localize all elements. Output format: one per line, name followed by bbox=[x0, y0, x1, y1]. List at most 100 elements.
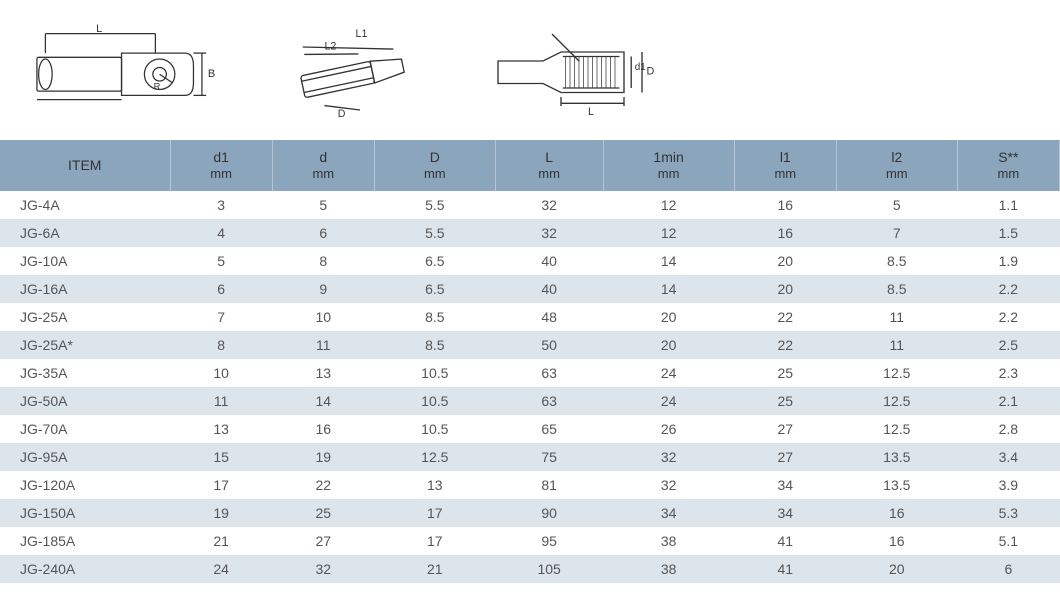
value-cell: 8.5 bbox=[374, 331, 495, 359]
value-cell: 5.5 bbox=[374, 219, 495, 247]
svg-text:D: D bbox=[338, 108, 346, 120]
value-cell: 5.3 bbox=[957, 499, 1059, 527]
value-cell: 12 bbox=[603, 219, 734, 247]
value-cell: 40 bbox=[495, 275, 603, 303]
value-cell: 2.3 bbox=[957, 359, 1059, 387]
value-cell: 11 bbox=[836, 303, 957, 331]
column-header-l1: l1mm bbox=[734, 140, 836, 191]
value-cell: 17 bbox=[170, 471, 272, 499]
value-cell: 13 bbox=[272, 359, 374, 387]
header-label: L bbox=[500, 148, 599, 166]
value-cell: 16 bbox=[836, 499, 957, 527]
value-cell: 5.5 bbox=[374, 191, 495, 219]
value-cell: 22 bbox=[734, 303, 836, 331]
value-cell: 95 bbox=[495, 527, 603, 555]
value-cell: 75 bbox=[495, 443, 603, 471]
value-cell: 27 bbox=[734, 443, 836, 471]
item-cell: JG-25A* bbox=[0, 331, 170, 359]
value-cell: 6.5 bbox=[374, 275, 495, 303]
value-cell: 14 bbox=[603, 275, 734, 303]
value-cell: 9 bbox=[272, 275, 374, 303]
value-cell: 24 bbox=[603, 359, 734, 387]
value-cell: 2.5 bbox=[957, 331, 1059, 359]
value-cell: 5.1 bbox=[957, 527, 1059, 555]
header-unit: mm bbox=[608, 166, 730, 183]
value-cell: 11 bbox=[170, 387, 272, 415]
value-cell: 10 bbox=[170, 359, 272, 387]
value-cell: 8.5 bbox=[374, 303, 495, 331]
item-cell: JG-6A bbox=[0, 219, 170, 247]
value-cell: 14 bbox=[603, 247, 734, 275]
svg-text:L: L bbox=[96, 23, 102, 35]
header-label: l1 bbox=[739, 148, 832, 166]
header-label: 1min bbox=[608, 148, 730, 166]
value-cell: 16 bbox=[734, 191, 836, 219]
value-cell: 2.8 bbox=[957, 415, 1059, 443]
value-cell: 38 bbox=[603, 527, 734, 555]
value-cell: 3.9 bbox=[957, 471, 1059, 499]
value-cell: 4 bbox=[170, 219, 272, 247]
svg-text:R: R bbox=[154, 81, 161, 91]
value-cell: 25 bbox=[734, 359, 836, 387]
value-cell: 10.5 bbox=[374, 387, 495, 415]
spec-table: ITEMd1mmdmmDmmLmm1minmml1mml2mmS**mm JG-… bbox=[0, 140, 1060, 583]
value-cell: 32 bbox=[495, 219, 603, 247]
value-cell: 63 bbox=[495, 359, 603, 387]
column-header-s: S**mm bbox=[957, 140, 1059, 191]
diagram-section-view: d1 D L bbox=[480, 15, 660, 125]
value-cell: 12.5 bbox=[836, 415, 957, 443]
value-cell: 20 bbox=[734, 247, 836, 275]
value-cell: 17 bbox=[374, 499, 495, 527]
value-cell: 25 bbox=[272, 499, 374, 527]
column-header-d1: d1mm bbox=[170, 140, 272, 191]
value-cell: 13 bbox=[170, 415, 272, 443]
item-cell: JG-120A bbox=[0, 471, 170, 499]
value-cell: 41 bbox=[734, 527, 836, 555]
value-cell: 24 bbox=[603, 387, 734, 415]
value-cell: 90 bbox=[495, 499, 603, 527]
value-cell: 5 bbox=[272, 191, 374, 219]
value-cell: 2.2 bbox=[957, 303, 1059, 331]
diagram-area: L R B L1 L2 bbox=[0, 0, 1060, 140]
header-unit: mm bbox=[739, 166, 832, 183]
header-label: d bbox=[277, 148, 370, 166]
value-cell: 16 bbox=[272, 415, 374, 443]
value-cell: 16 bbox=[734, 219, 836, 247]
value-cell: 7 bbox=[836, 219, 957, 247]
value-cell: 8.5 bbox=[836, 275, 957, 303]
table-row: JG-16A696.54014208.52.2 bbox=[0, 275, 1060, 303]
value-cell: 2.1 bbox=[957, 387, 1059, 415]
svg-text:L2: L2 bbox=[324, 41, 336, 53]
value-cell: 10.5 bbox=[374, 359, 495, 387]
value-cell: 5 bbox=[170, 247, 272, 275]
value-cell: 10.5 bbox=[374, 415, 495, 443]
value-cell: 15 bbox=[170, 443, 272, 471]
value-cell: 20 bbox=[836, 555, 957, 583]
svg-text:D: D bbox=[647, 66, 655, 78]
table-row: JG-25A*8118.5502022112.5 bbox=[0, 331, 1060, 359]
column-header-d: dmm bbox=[272, 140, 374, 191]
value-cell: 1.1 bbox=[957, 191, 1059, 219]
value-cell: 8.5 bbox=[836, 247, 957, 275]
value-cell: 3.4 bbox=[957, 443, 1059, 471]
svg-text:L1: L1 bbox=[356, 28, 368, 40]
table-row: JG-10A586.54014208.51.9 bbox=[0, 247, 1060, 275]
value-cell: 26 bbox=[603, 415, 734, 443]
spec-table-container: ITEMd1mmdmmDmmLmm1minmml1mml2mmS**mm JG-… bbox=[0, 140, 1060, 583]
value-cell: 48 bbox=[495, 303, 603, 331]
value-cell: 3 bbox=[170, 191, 272, 219]
value-cell: 12 bbox=[603, 191, 734, 219]
header-unit: mm bbox=[175, 166, 268, 183]
column-header-1min: 1minmm bbox=[603, 140, 734, 191]
table-body: JG-4A355.532121651.1JG-6A465.532121671.5… bbox=[0, 191, 1060, 583]
item-cell: JG-240A bbox=[0, 555, 170, 583]
value-cell: 13.5 bbox=[836, 443, 957, 471]
value-cell: 32 bbox=[603, 443, 734, 471]
table-row: JG-50A111410.563242512.52.1 bbox=[0, 387, 1060, 415]
value-cell: 19 bbox=[170, 499, 272, 527]
value-cell: 27 bbox=[272, 527, 374, 555]
value-cell: 14 bbox=[272, 387, 374, 415]
value-cell: 2.2 bbox=[957, 275, 1059, 303]
column-header-l2: l2mm bbox=[836, 140, 957, 191]
item-cell: JG-150A bbox=[0, 499, 170, 527]
